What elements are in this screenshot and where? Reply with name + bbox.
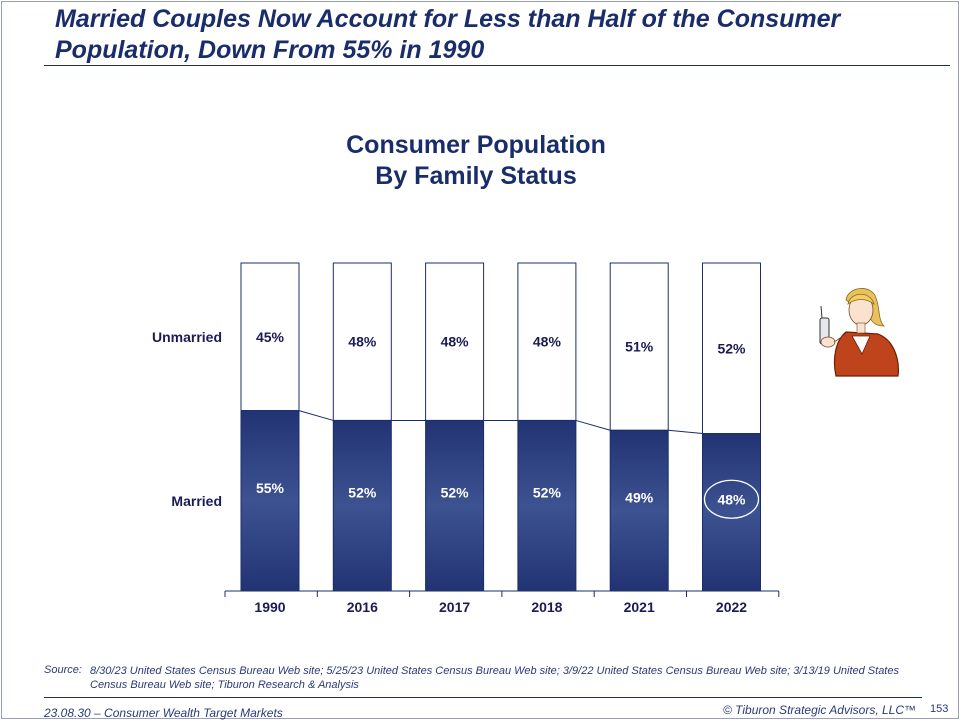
- headline-divider: [44, 65, 950, 66]
- data-label-unmarried-2018: 48%: [533, 334, 562, 350]
- bar-married-2018: [517, 419, 577, 592]
- x-tick-label-2018: 2018: [531, 599, 562, 615]
- bar-married-1990: [240, 410, 300, 592]
- slide-headline: Married Couples Now Account for Less tha…: [55, 5, 841, 64]
- woman-with-phone-icon: [806, 280, 906, 380]
- series-connector-line: [298, 410, 334, 421]
- data-label-married-2016: 52%: [348, 485, 377, 501]
- bar-married-2016: [332, 419, 392, 592]
- x-tick-label-2022: 2022: [716, 599, 747, 615]
- bar-married-2017: [425, 419, 485, 592]
- data-label-married-2017: 52%: [441, 485, 470, 501]
- data-label-unmarried-1990: 45%: [256, 329, 285, 345]
- footer-divider: [44, 697, 922, 698]
- chart-title-line-2: By Family Status: [375, 162, 577, 190]
- series-connector-line: [668, 429, 703, 435]
- x-tick-label-2021: 2021: [624, 599, 655, 615]
- bar-unmarried-2018: [517, 262, 577, 421]
- bar-unmarried-2017: [425, 262, 485, 421]
- highlight-circle: [703, 479, 760, 519]
- data-label-unmarried-2016: 48%: [348, 334, 377, 350]
- source-label: Source:: [44, 664, 82, 676]
- data-label-unmarried-2021: 51%: [625, 339, 654, 355]
- data-label-married-2021: 49%: [625, 490, 654, 506]
- bar-married-2021: [609, 429, 669, 592]
- series-label-unmarried: Unmarried: [152, 329, 222, 345]
- x-tick-label-2017: 2017: [439, 599, 470, 615]
- data-label-married-2018: 52%: [533, 485, 562, 501]
- data-label-married-1990: 55%: [256, 480, 285, 496]
- chart-title-line-1: Consumer Population: [346, 131, 606, 159]
- footer-copyright: © Tiburon Strategic Advisors, LLC™: [722, 703, 916, 717]
- source-text: 8/30/23 United States Census Bureau Web …: [90, 665, 899, 691]
- data-label-unmarried-2017: 48%: [441, 334, 470, 350]
- x-tick-label-1990: 1990: [254, 599, 285, 615]
- x-tick-label-2016: 2016: [347, 599, 378, 615]
- series-connector-line: [575, 419, 611, 431]
- page-number: 153: [930, 703, 949, 715]
- series-label-married: Married: [171, 493, 222, 509]
- bar-unmarried-2022: [702, 262, 761, 435]
- bar-unmarried-2021: [609, 262, 669, 431]
- chart-title: Consumer Population By Family Status: [250, 130, 702, 192]
- data-label-unmarried-2022: 52%: [717, 340, 746, 356]
- data-label-married-2022: 48%: [717, 491, 746, 507]
- footer-document-title: 23.08.30 – Consumer Wealth Target Market…: [44, 706, 283, 720]
